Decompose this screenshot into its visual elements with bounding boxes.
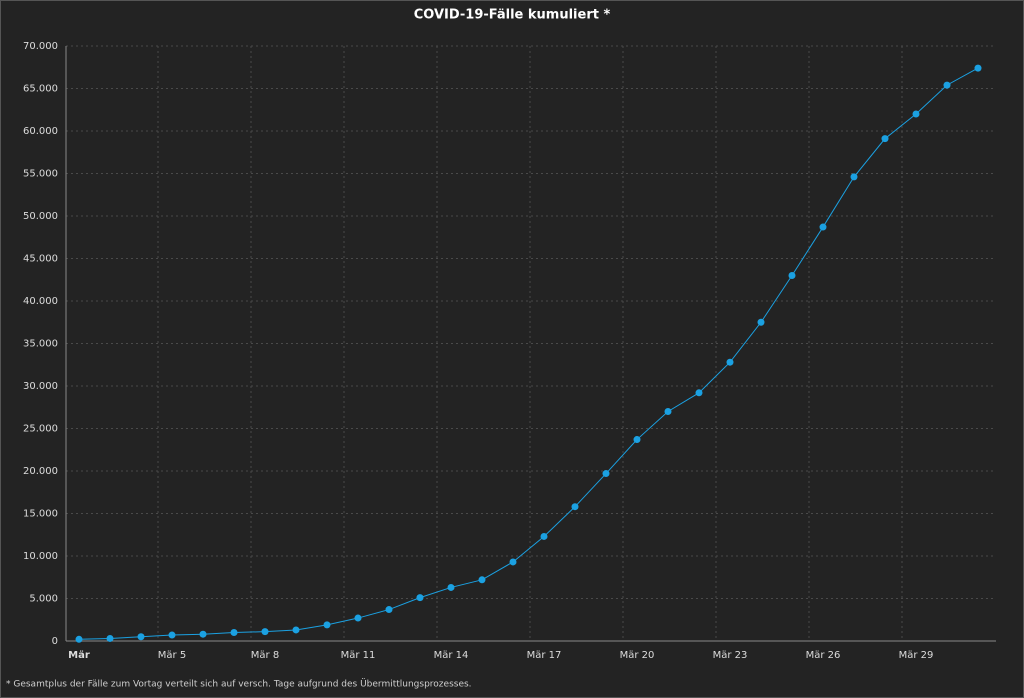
x-tick-label: Mär 26 [806, 650, 841, 661]
y-tick-label: 5.000 [29, 594, 58, 605]
point [199, 630, 207, 638]
y-tick-label: 0 [52, 636, 58, 647]
point [137, 633, 145, 641]
y-tick-label: 15.000 [23, 509, 58, 520]
point [540, 532, 548, 540]
point [757, 318, 765, 326]
point [106, 634, 114, 642]
y-tick-label: 40.000 [23, 296, 58, 307]
point [478, 576, 486, 584]
x-tick-label: Mär 14 [434, 650, 469, 661]
x-tick-label: Mär 20 [620, 650, 655, 661]
y-tick-label: 70.000 [23, 41, 58, 52]
point [633, 436, 641, 444]
point [850, 173, 858, 181]
point [261, 628, 269, 636]
x-tick-label: Mär 8 [251, 650, 279, 661]
point [230, 629, 238, 636]
x-tick-label: Mär 29 [899, 650, 934, 661]
line [78, 67, 979, 640]
point [323, 621, 331, 629]
point [509, 558, 517, 566]
point [75, 635, 83, 643]
y-tick-label: 30.000 [23, 381, 58, 392]
y-tick-label: 55.000 [23, 169, 58, 180]
y-tick-label: 45.000 [23, 254, 58, 265]
y-tick-label: 50.000 [23, 211, 58, 222]
y-tick-label: 10.000 [23, 551, 58, 562]
point [881, 135, 889, 143]
point [385, 606, 393, 614]
point [416, 594, 424, 602]
point [664, 408, 672, 415]
point [447, 583, 455, 591]
point [602, 470, 610, 478]
y-tick-label: 35.000 [23, 339, 58, 350]
x-tick-label: Mär 17 [527, 650, 562, 661]
x-tick-label: Mär [68, 650, 90, 661]
point [819, 223, 827, 231]
point [168, 631, 176, 639]
y-tick-label: 25.000 [23, 424, 58, 435]
x-tick-label: Mär 23 [713, 650, 748, 661]
y-tick-label: 20.000 [23, 466, 58, 477]
y-tick-label: 60.000 [23, 126, 58, 137]
point [943, 81, 951, 89]
point [695, 389, 703, 397]
y-tick-label: 65.000 [23, 84, 58, 95]
chart-title: COVID-19-Fälle kumuliert * [414, 8, 611, 23]
footnote: * Gesamtplus der Fälle zum Vortag vertei… [6, 679, 472, 690]
x-tick-label: Mär 11 [341, 650, 376, 661]
point [292, 626, 300, 634]
point [726, 358, 734, 366]
point [788, 272, 796, 279]
point [571, 503, 579, 511]
x-tick-label: Mär 5 [158, 650, 186, 661]
point [974, 64, 982, 72]
point [912, 110, 920, 118]
point [354, 614, 362, 622]
